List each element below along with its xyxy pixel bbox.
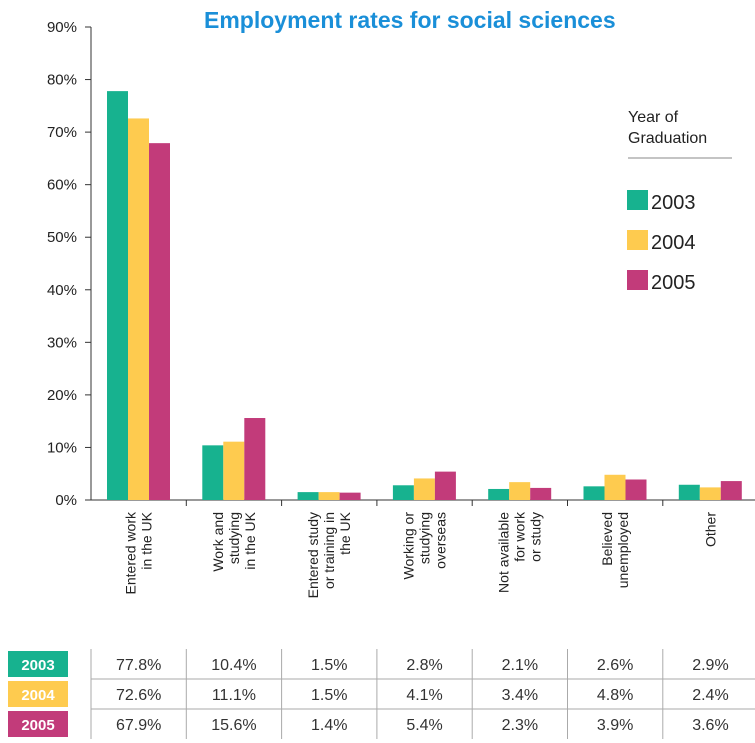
y-tick-label: 10% [47, 439, 77, 456]
bar-2005 [434, 471, 456, 500]
legend-title: Graduation [628, 130, 707, 147]
table-cell: 2.3% [502, 717, 538, 734]
bar-2004 [223, 441, 245, 500]
bar-2004 [128, 118, 149, 501]
category-label: Other [702, 512, 718, 547]
category-label-line: in the UK [242, 511, 258, 569]
category-label-line: Other [702, 512, 718, 547]
table-cell: 3.4% [502, 687, 538, 704]
table-cell: 1.5% [311, 687, 347, 704]
category-label: Not available for work or study [496, 511, 544, 593]
y-tick-label: 20% [47, 387, 77, 404]
table-cell: 67.9% [116, 717, 161, 734]
category-label: Working or studying overseas [400, 512, 448, 580]
category-label-line: Believed [599, 512, 615, 566]
table-cell: 4.8% [597, 687, 633, 704]
bar-2004 [699, 487, 721, 500]
data-table: 2003 77.8% 10.4% 1.5% 2.8% 2.1% 2.6% 2.9% 2004 72… [8, 649, 755, 739]
category-label-line: in the UK [139, 511, 155, 569]
table-cell: 5.4% [406, 717, 442, 734]
y-tick-label: 0% [55, 492, 77, 509]
table-cell: 3.9% [597, 717, 633, 734]
table-year-label: 2004 [21, 687, 55, 704]
table-cell: 1.5% [311, 657, 347, 674]
table-cell: 72.6% [116, 687, 161, 704]
legend-swatch-2005 [627, 270, 648, 290]
category-label-line: studying [226, 512, 242, 564]
legend-label-2005: 2005 [651, 272, 696, 294]
table-year-badge [8, 651, 68, 677]
y-tick-label: 40% [47, 282, 77, 299]
category-label-line: overseas [432, 512, 448, 569]
category-label-line: Entered study [305, 512, 321, 598]
legend-label-2004: 2004 [651, 232, 696, 254]
y-tick-label: 60% [47, 177, 77, 194]
table-cell: 2.8% [406, 657, 442, 674]
table-cell: 15.6% [211, 717, 256, 734]
table-cell: 10.4% [211, 657, 256, 674]
bar-2003 [107, 91, 128, 501]
bar-2004 [604, 474, 626, 500]
category-label: Work and studying in the UK [210, 511, 258, 571]
category-label-line: the UK [337, 511, 353, 554]
bar-2003 [392, 485, 414, 500]
y-tick-label: 90% [47, 19, 77, 36]
table-year-badge [8, 711, 68, 737]
category-label-line: or training in [321, 512, 337, 589]
category-label-line: or study [528, 512, 544, 562]
y-tick-label: 80% [47, 72, 77, 89]
category-label-line: Not available [496, 512, 512, 593]
table-cell: 2.6% [597, 657, 633, 674]
bar-2003 [202, 445, 224, 500]
category-label: Believed unemployed [599, 512, 631, 588]
table-cell: 2.1% [502, 657, 538, 674]
table-cell: 3.6% [692, 717, 728, 734]
bars [107, 91, 742, 501]
category-label-line: studying [416, 512, 432, 564]
category-label-line: Working or [400, 512, 416, 580]
table-cell: 77.8% [116, 657, 161, 674]
bar-2005 [244, 418, 266, 500]
legend-title: Year of [628, 109, 679, 126]
legend-swatch-2003 [627, 190, 648, 210]
y-tick-label: 70% [47, 124, 77, 141]
category-label: Entered work in the UK [123, 511, 155, 594]
bar-2004 [318, 492, 340, 500]
category-label-line: Work and [210, 512, 226, 572]
table-cell: 1.4% [311, 717, 347, 734]
bar-2005 [530, 487, 552, 500]
table-cell: 2.9% [692, 657, 728, 674]
bar-2004 [413, 478, 435, 500]
table-year-label: 2005 [21, 717, 54, 734]
bar-2004 [509, 482, 531, 500]
legend: Year of Graduation 2003 2004 2005 [627, 109, 732, 294]
bar-2003 [297, 492, 319, 500]
bar-2003 [583, 486, 605, 500]
category-label-line: Entered work [123, 511, 139, 594]
bar-2003 [678, 484, 700, 500]
legend-swatch-2004 [627, 230, 648, 250]
category-label: Entered study or training in the UK [305, 511, 353, 598]
bar-2005 [149, 143, 170, 501]
bar-2003 [488, 488, 510, 500]
chart-title: Employment rates for social sciences [204, 7, 616, 33]
category-label-line: for work [512, 511, 528, 562]
bar-2005 [339, 492, 361, 500]
bar-2005 [625, 479, 647, 500]
table-cell: 11.1% [212, 687, 256, 704]
category-label-line: unemployed [615, 512, 631, 588]
table-cell: 4.1% [406, 687, 442, 704]
bar-2005 [720, 481, 742, 500]
table-year-badge [8, 681, 68, 707]
axes: 0% 10% 20% 30% 40% 50% 60% 70% 80% 90% [47, 19, 755, 509]
table-cell: 2.4% [692, 687, 728, 704]
table-year-label: 2003 [21, 657, 54, 674]
category-labels: Entered work in the UK Work and studying in … [123, 511, 719, 598]
y-tick-label: 30% [47, 334, 77, 351]
y-tick-label: 50% [47, 229, 77, 246]
legend-label-2003: 2003 [651, 192, 696, 214]
